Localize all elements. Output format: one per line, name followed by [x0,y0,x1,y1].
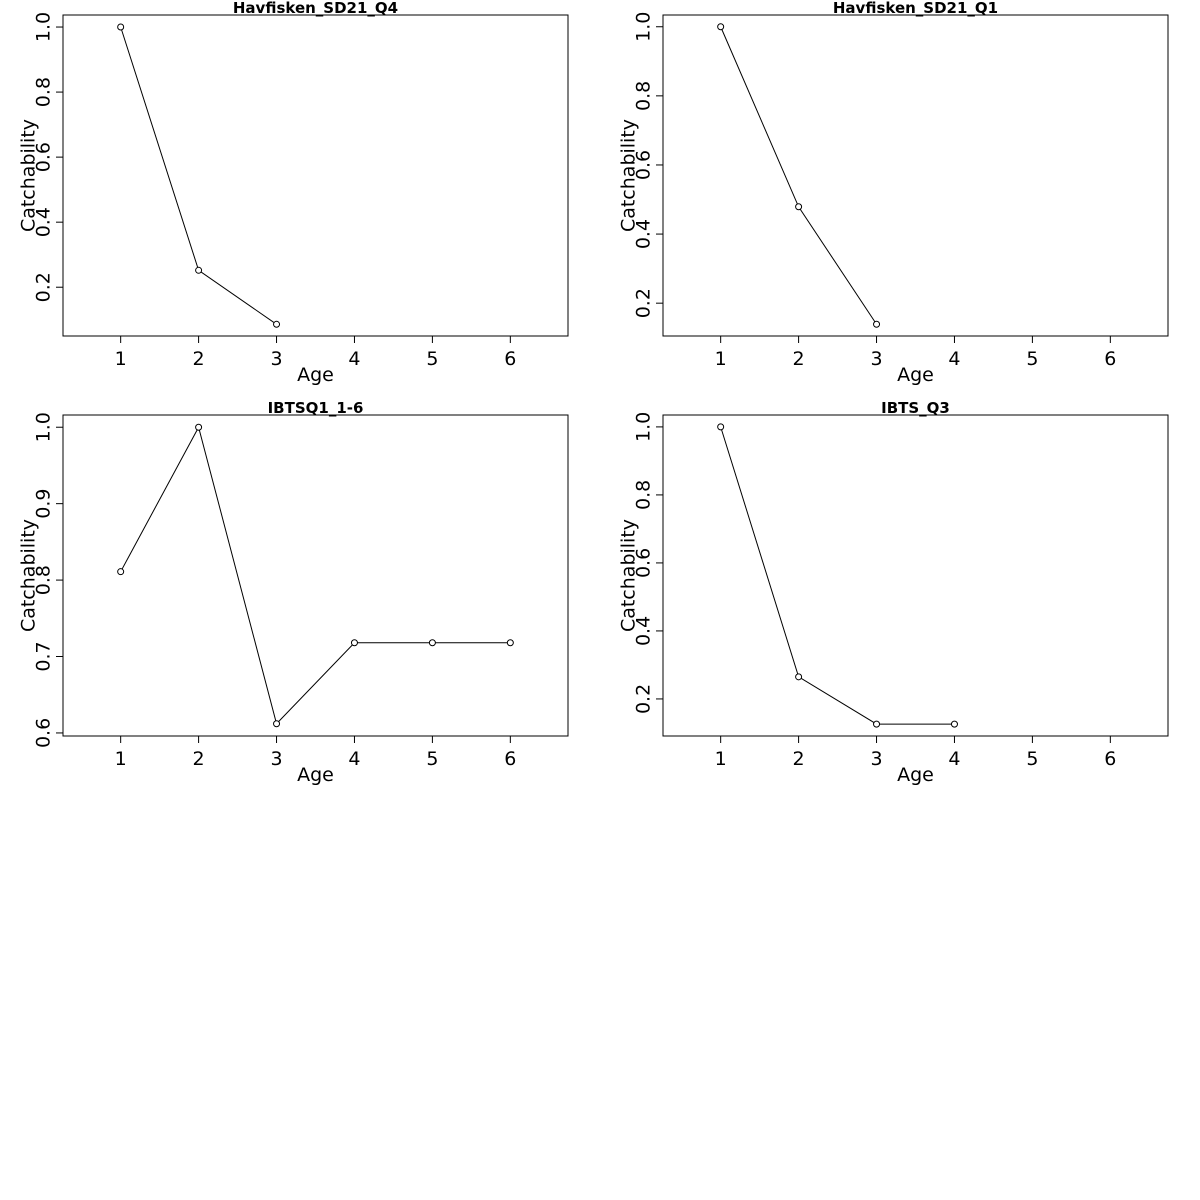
x-tick-label: 3 [270,348,282,370]
point [795,673,803,681]
point [873,720,881,728]
y-tick-label: 0.6 [33,142,55,172]
y-tick-label: 0.6 [33,718,55,748]
x-tick-label: 5 [1026,348,1038,370]
x-tick-label: 2 [193,748,205,770]
point [428,639,436,647]
line [720,26,877,325]
x-tick-label: 1 [715,348,727,370]
x-tick-label: 6 [504,748,516,770]
x-tick-label: 1 [115,748,127,770]
x-axis-title: Age [897,364,934,386]
plot-frame [62,14,569,337]
x-tick-label: 3 [270,748,282,770]
x-tick-label: 6 [1104,748,1116,770]
plot-frame [662,14,1169,337]
x-tick-label: 2 [193,348,205,370]
plot-frame [662,414,1169,737]
point [117,23,125,31]
y-tick-label: 0.8 [633,81,655,111]
y-axis-title: Catchability [18,519,40,632]
chart-title: IBTSQ1_1-6 [268,399,364,417]
point [873,320,881,328]
y-tick-label: 0.6 [633,548,655,578]
y-tick-label: 0.4 [33,207,55,237]
y-axis-title: Catchability [18,119,40,232]
chart-title: Havfisken_SD21_Q4 [233,0,398,17]
y-axis-title: Catchability [618,119,640,232]
y-tick-label: 0.6 [633,150,655,180]
y-tick-label: 1.0 [633,12,655,42]
y-tick-label: 0.2 [633,684,655,714]
x-tick-label: 2 [793,348,805,370]
line [720,426,955,725]
y-tick-label: 0.8 [633,480,655,510]
x-tick-label: 4 [948,748,960,770]
point [717,423,725,431]
x-axis-title: Age [297,764,334,786]
chart-title: Havfisken_SD21_Q1 [833,0,998,17]
point [273,720,281,728]
x-tick-label: 3 [870,348,882,370]
y-tick-label: 1.0 [633,412,655,442]
y-tick-label: 0.4 [633,219,655,249]
x-tick-label: 2 [793,748,805,770]
y-tick-label: 1.0 [33,12,55,42]
point [506,639,514,647]
point [795,203,803,211]
x-axis-title: Age [297,364,334,386]
point [950,720,958,728]
x-tick-label: 3 [870,748,882,770]
x-tick-label: 6 [1104,348,1116,370]
chart-title: IBTS_Q3 [881,399,950,417]
x-axis-title: Age [897,764,934,786]
x-tick-label: 4 [348,748,360,770]
x-tick-label: 1 [115,348,127,370]
point [350,639,358,647]
x-tick-label: 1 [715,748,727,770]
y-tick-label: 0.4 [633,616,655,646]
y-tick-label: 1.0 [33,412,55,442]
y-tick-label: 0.8 [33,77,55,107]
plot-frame [62,414,569,737]
y-tick-label: 0.8 [33,565,55,595]
point [273,320,281,328]
line [120,425,511,725]
y-tick-label: 0.2 [633,288,655,318]
y-tick-label: 0.2 [33,272,55,302]
x-tick-label: 5 [1026,748,1038,770]
x-tick-label: 5 [426,748,438,770]
y-tick-label: 0.7 [33,641,55,671]
y-axis-title: Catchability [618,519,640,632]
point [195,423,203,431]
point [717,23,725,31]
y-tick-label: 0.9 [33,489,55,519]
point [117,568,125,576]
point [195,266,203,274]
x-tick-label: 5 [426,348,438,370]
x-tick-label: 6 [504,348,516,370]
line [120,26,277,325]
x-tick-label: 4 [948,348,960,370]
x-tick-label: 4 [348,348,360,370]
